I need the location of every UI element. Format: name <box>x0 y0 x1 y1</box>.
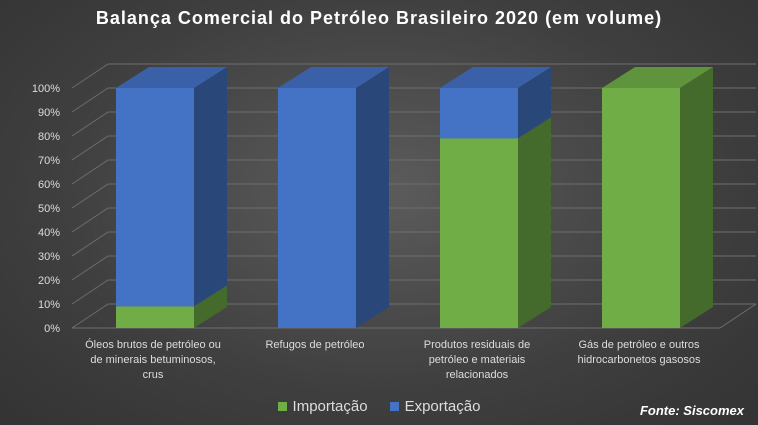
y-tick-label: 10% <box>38 299 60 311</box>
bar-side-exporta-o <box>356 67 389 328</box>
gridline-side <box>71 135 109 161</box>
x-tick-label: Refugos de petróleo <box>265 339 364 351</box>
y-tick-label: 20% <box>38 275 60 287</box>
legend-item-exportacao: Exportação <box>389 398 481 415</box>
y-tick-label: 80% <box>38 131 60 143</box>
bar-importa-o <box>116 306 194 328</box>
y-tick-label: 0% <box>44 323 60 335</box>
x-tick-label: crus <box>143 369 164 381</box>
legend-label-exportacao: Exportação <box>404 398 481 415</box>
x-tick-label: hidrocarbonetos gasosos <box>578 354 701 366</box>
y-tick-label: 60% <box>38 179 60 191</box>
x-tick-label: relacionados <box>446 369 509 381</box>
legend-swatch-importacao <box>277 402 287 411</box>
bar-top-exporta-o <box>440 67 551 88</box>
bar-side-importa-o <box>680 67 713 328</box>
gridline-side <box>71 111 109 137</box>
y-tick-label: 70% <box>38 155 60 167</box>
y-tick-label: 30% <box>38 251 60 263</box>
gridline-side <box>71 159 109 185</box>
x-tick-label: petróleo e materiais <box>429 354 526 366</box>
gridline-side <box>71 279 109 305</box>
bar-top-importa-o <box>602 67 713 88</box>
gridline-side <box>71 303 109 329</box>
x-tick-label: Produtos residuais de <box>424 339 530 351</box>
y-tick-label: 90% <box>38 107 60 119</box>
x-tick-label: de minerais betuminosos, <box>90 354 215 366</box>
bar-importa-o <box>602 88 680 328</box>
gridline-side <box>71 183 109 209</box>
legend-item-importacao: Importação <box>277 398 368 415</box>
legend-swatch-exportacao <box>389 402 399 411</box>
gridline-side <box>71 207 109 233</box>
chart-title: Balança Comercial do Petróleo Brasileiro… <box>95 8 663 28</box>
gridline-side <box>71 87 109 113</box>
legend-label-importacao: Importação <box>292 398 368 415</box>
gridline-side <box>71 63 109 89</box>
bar-exporta-o <box>440 88 518 139</box>
y-tick-label: 100% <box>32 83 60 95</box>
y-tick-label: 40% <box>38 227 60 239</box>
bar-side-exporta-o <box>518 67 551 139</box>
x-tick-label: Gás de petróleo e outros <box>578 339 700 351</box>
bar-exporta-o <box>116 88 194 307</box>
bar-side-importa-o <box>194 285 227 328</box>
gridline-side <box>71 231 109 257</box>
bar-side-importa-o <box>518 117 551 329</box>
y-tick-label: 50% <box>38 203 60 215</box>
legend: Importação Exportação <box>0 398 758 415</box>
bar-importa-o <box>440 138 518 328</box>
bar-side-exporta-o <box>194 67 227 307</box>
source-note: Fonte: Siscomex <box>639 403 744 418</box>
bar-top-exporta-o <box>278 67 389 88</box>
bar-exporta-o <box>278 88 356 328</box>
floor-side-edge <box>719 303 757 329</box>
bar-top-exporta-o <box>116 67 227 88</box>
x-tick-label: Óleos brutos de petróleo ou <box>85 338 221 351</box>
gridline-side <box>71 255 109 281</box>
